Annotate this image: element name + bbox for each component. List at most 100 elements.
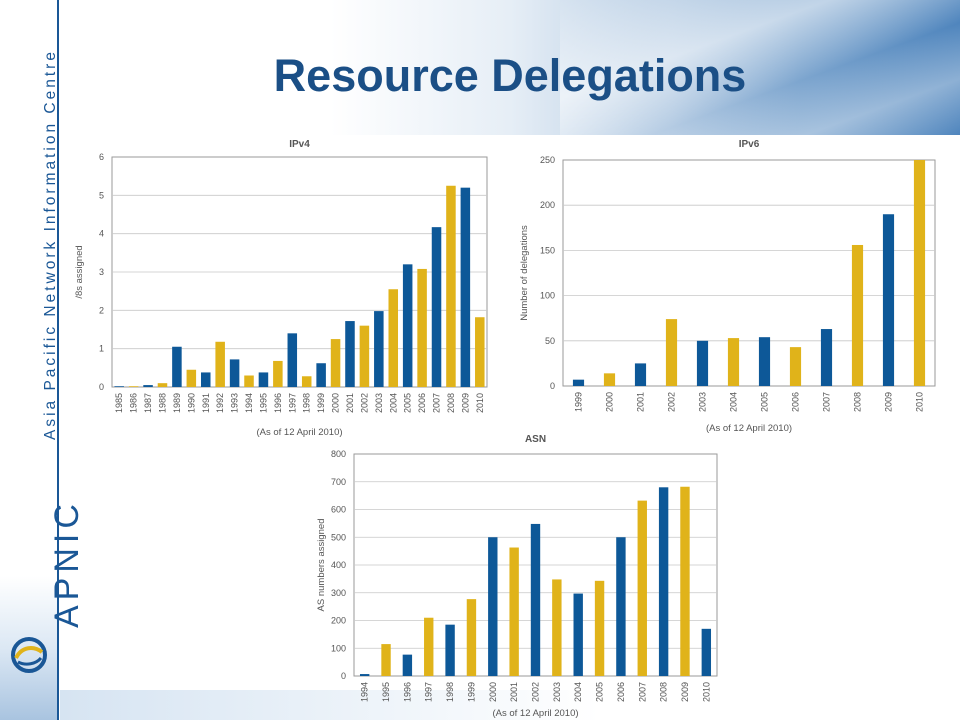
bar bbox=[701, 628, 712, 676]
y-tick-label: 500 bbox=[331, 532, 346, 542]
bar bbox=[789, 347, 802, 386]
bar bbox=[417, 268, 427, 387]
asn-chart: 0 100 200 300 400 500 600 700 800 ASN AS numbers a… bbox=[316, 434, 718, 719]
x-tick-label: 2000 bbox=[488, 682, 498, 702]
x-tick-label: 2003 bbox=[552, 682, 562, 702]
x-tick-label: 1997 bbox=[287, 393, 297, 413]
bar bbox=[445, 624, 455, 676]
bar bbox=[402, 654, 413, 676]
bar bbox=[594, 580, 605, 676]
bar bbox=[446, 185, 456, 387]
chart-note: (As of 12 April 2010) bbox=[256, 427, 342, 438]
y-axis-label: /8s assigned bbox=[74, 245, 85, 298]
ipv6-chart: 0 50 100 150 200 250 IPv6 Number of delegations… bbox=[513, 135, 936, 437]
x-tick-label: 2009 bbox=[884, 392, 894, 412]
y-tick-label: 4 bbox=[99, 229, 104, 239]
y-tick-label: 200 bbox=[331, 616, 346, 626]
chart-title: IPv6 bbox=[739, 139, 760, 150]
bar bbox=[530, 523, 541, 676]
x-tick-label: 1998 bbox=[302, 393, 312, 413]
plot-frame bbox=[562, 159, 936, 387]
y-tick-label: 400 bbox=[331, 560, 346, 570]
bar bbox=[114, 386, 124, 387]
x-tick-label: 1995 bbox=[381, 682, 391, 702]
x-tick-label: 2007 bbox=[822, 392, 832, 412]
bar bbox=[851, 244, 864, 386]
x-tick-label: 2005 bbox=[595, 682, 605, 702]
bar bbox=[186, 369, 197, 387]
y-tick-label: 800 bbox=[331, 449, 346, 459]
bar bbox=[727, 338, 740, 386]
x-tick-label: 2004 bbox=[388, 393, 398, 413]
x-tick-label: 1998 bbox=[445, 682, 455, 702]
x-tick-label: 1995 bbox=[258, 393, 268, 413]
bar bbox=[143, 385, 153, 387]
x-tick-label: 2001 bbox=[345, 393, 355, 413]
bar bbox=[552, 579, 562, 676]
bar bbox=[882, 214, 895, 386]
bar bbox=[475, 317, 485, 387]
x-tick-label: 2006 bbox=[616, 682, 626, 702]
x-tick-label: 2001 bbox=[509, 682, 519, 702]
x-tick-label: 1985 bbox=[114, 393, 124, 413]
y-tick-label: 700 bbox=[331, 477, 346, 487]
y-tick-label: 100 bbox=[331, 643, 346, 653]
bar bbox=[359, 325, 370, 387]
header-streak bbox=[560, 0, 960, 135]
y-tick-label: 50 bbox=[545, 336, 555, 346]
chart-title: IPv4 bbox=[289, 139, 310, 150]
y-tick-label: 100 bbox=[540, 291, 555, 301]
ipv4-chart: 0 1 2 3 4 5 6 IPv4/8s assigned 1985 1986 1987 1988 1… bbox=[74, 139, 488, 438]
x-tick-label: 2004 bbox=[729, 392, 739, 412]
x-tick-label: 2008 bbox=[446, 393, 456, 413]
x-tick-label: 1994 bbox=[360, 682, 370, 702]
bar bbox=[244, 375, 254, 387]
bar bbox=[374, 311, 384, 387]
bar bbox=[637, 500, 647, 676]
x-tick-label: 2007 bbox=[637, 682, 647, 702]
y-axis-label: AS numbers assigned bbox=[316, 519, 327, 612]
x-tick-label: 2010 bbox=[475, 393, 485, 413]
x-tick-label: 1994 bbox=[244, 393, 254, 413]
x-tick-label: 2007 bbox=[432, 393, 442, 413]
x-tick-label: 2006 bbox=[417, 393, 427, 413]
x-tick-label: 2005 bbox=[760, 392, 770, 412]
bar bbox=[402, 264, 413, 387]
bar bbox=[172, 346, 182, 387]
bar bbox=[200, 372, 211, 387]
bar bbox=[229, 359, 240, 387]
y-tick-label: 0 bbox=[550, 381, 555, 391]
sidebar: Asia Pacific Network Information Centre … bbox=[0, 0, 86, 720]
bar bbox=[424, 617, 434, 676]
bar bbox=[665, 319, 678, 386]
y-tick-label: 0 bbox=[341, 671, 346, 681]
bar bbox=[658, 487, 669, 676]
page-title: Resource Delegations bbox=[273, 50, 747, 101]
x-tick-label: 1991 bbox=[201, 393, 211, 413]
x-tick-label: 2009 bbox=[680, 682, 690, 702]
bar bbox=[301, 376, 312, 387]
x-tick-label: 2010 bbox=[701, 682, 711, 702]
y-tick-label: 300 bbox=[331, 588, 346, 598]
bar bbox=[460, 187, 471, 387]
y-tick-label: 250 bbox=[540, 155, 555, 165]
x-tick-label: 1993 bbox=[230, 393, 240, 413]
bar bbox=[381, 644, 391, 676]
y-axis-label: Number of delegations bbox=[519, 225, 530, 321]
bar bbox=[488, 537, 498, 676]
x-tick-label: 1999 bbox=[466, 682, 476, 702]
y-tick-label: 2 bbox=[99, 305, 104, 315]
bar bbox=[680, 486, 690, 676]
x-tick-label: 1989 bbox=[172, 393, 182, 413]
bar bbox=[616, 537, 626, 676]
x-tick-label: 1992 bbox=[215, 393, 225, 413]
y-tick-label: 5 bbox=[99, 190, 104, 200]
x-tick-label: 1990 bbox=[186, 393, 196, 413]
bar bbox=[758, 337, 771, 386]
footer-background bbox=[60, 690, 960, 720]
bar bbox=[431, 227, 442, 387]
y-tick-label: 600 bbox=[331, 505, 346, 515]
chart-note: (As of 12 April 2010) bbox=[492, 708, 578, 719]
bar bbox=[273, 360, 283, 387]
x-tick-label: 2004 bbox=[573, 682, 583, 702]
